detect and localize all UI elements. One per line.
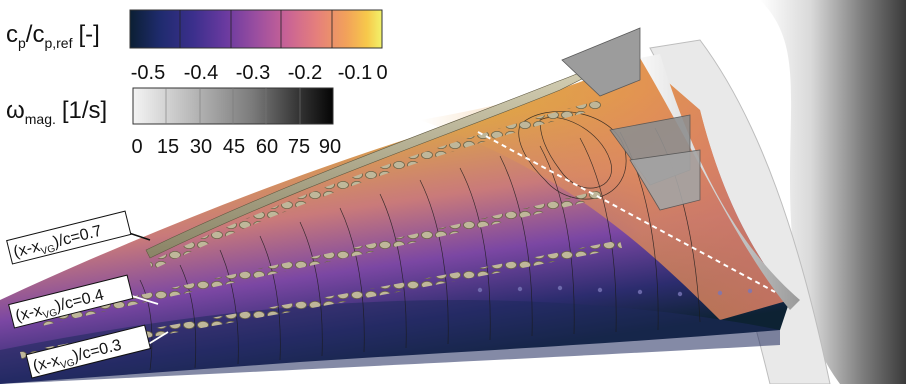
omega-tick: 15: [157, 136, 179, 158]
cp-tick: -0.5: [131, 62, 165, 84]
cp-tick: -0.2: [288, 62, 322, 84]
omega-tick: 30: [190, 136, 212, 158]
cp-colorbar: cp/cp,ref [-] -0.5 -0.4 -0.3 -0.2 -0.1 0: [6, 9, 388, 84]
cp-tick: 0: [376, 62, 387, 84]
omega-tick: 45: [223, 136, 245, 158]
cp-tick: -0.4: [184, 62, 218, 84]
cp-colorbar-swatch: [129, 9, 383, 49]
omega-tick: 75: [288, 136, 310, 158]
omega-colorbar: ωmag. [1/s] 0 15 30 45 60 75 90: [6, 87, 341, 158]
cp-tick: -0.1: [338, 62, 372, 84]
dashed-reference-line: [477, 131, 776, 293]
omega-tick: 0: [131, 136, 142, 158]
cp-tick: -0.3: [236, 62, 270, 84]
omega-label: ωmag. [1/s]: [6, 97, 107, 127]
vorticity-slices: [145, 27, 701, 259]
omega-tick: 60: [256, 136, 278, 158]
cp-label: cp/cp,ref [-]: [6, 21, 100, 51]
vortex-generator-rows: [20, 100, 753, 360]
omega-tick: 90: [319, 136, 341, 158]
